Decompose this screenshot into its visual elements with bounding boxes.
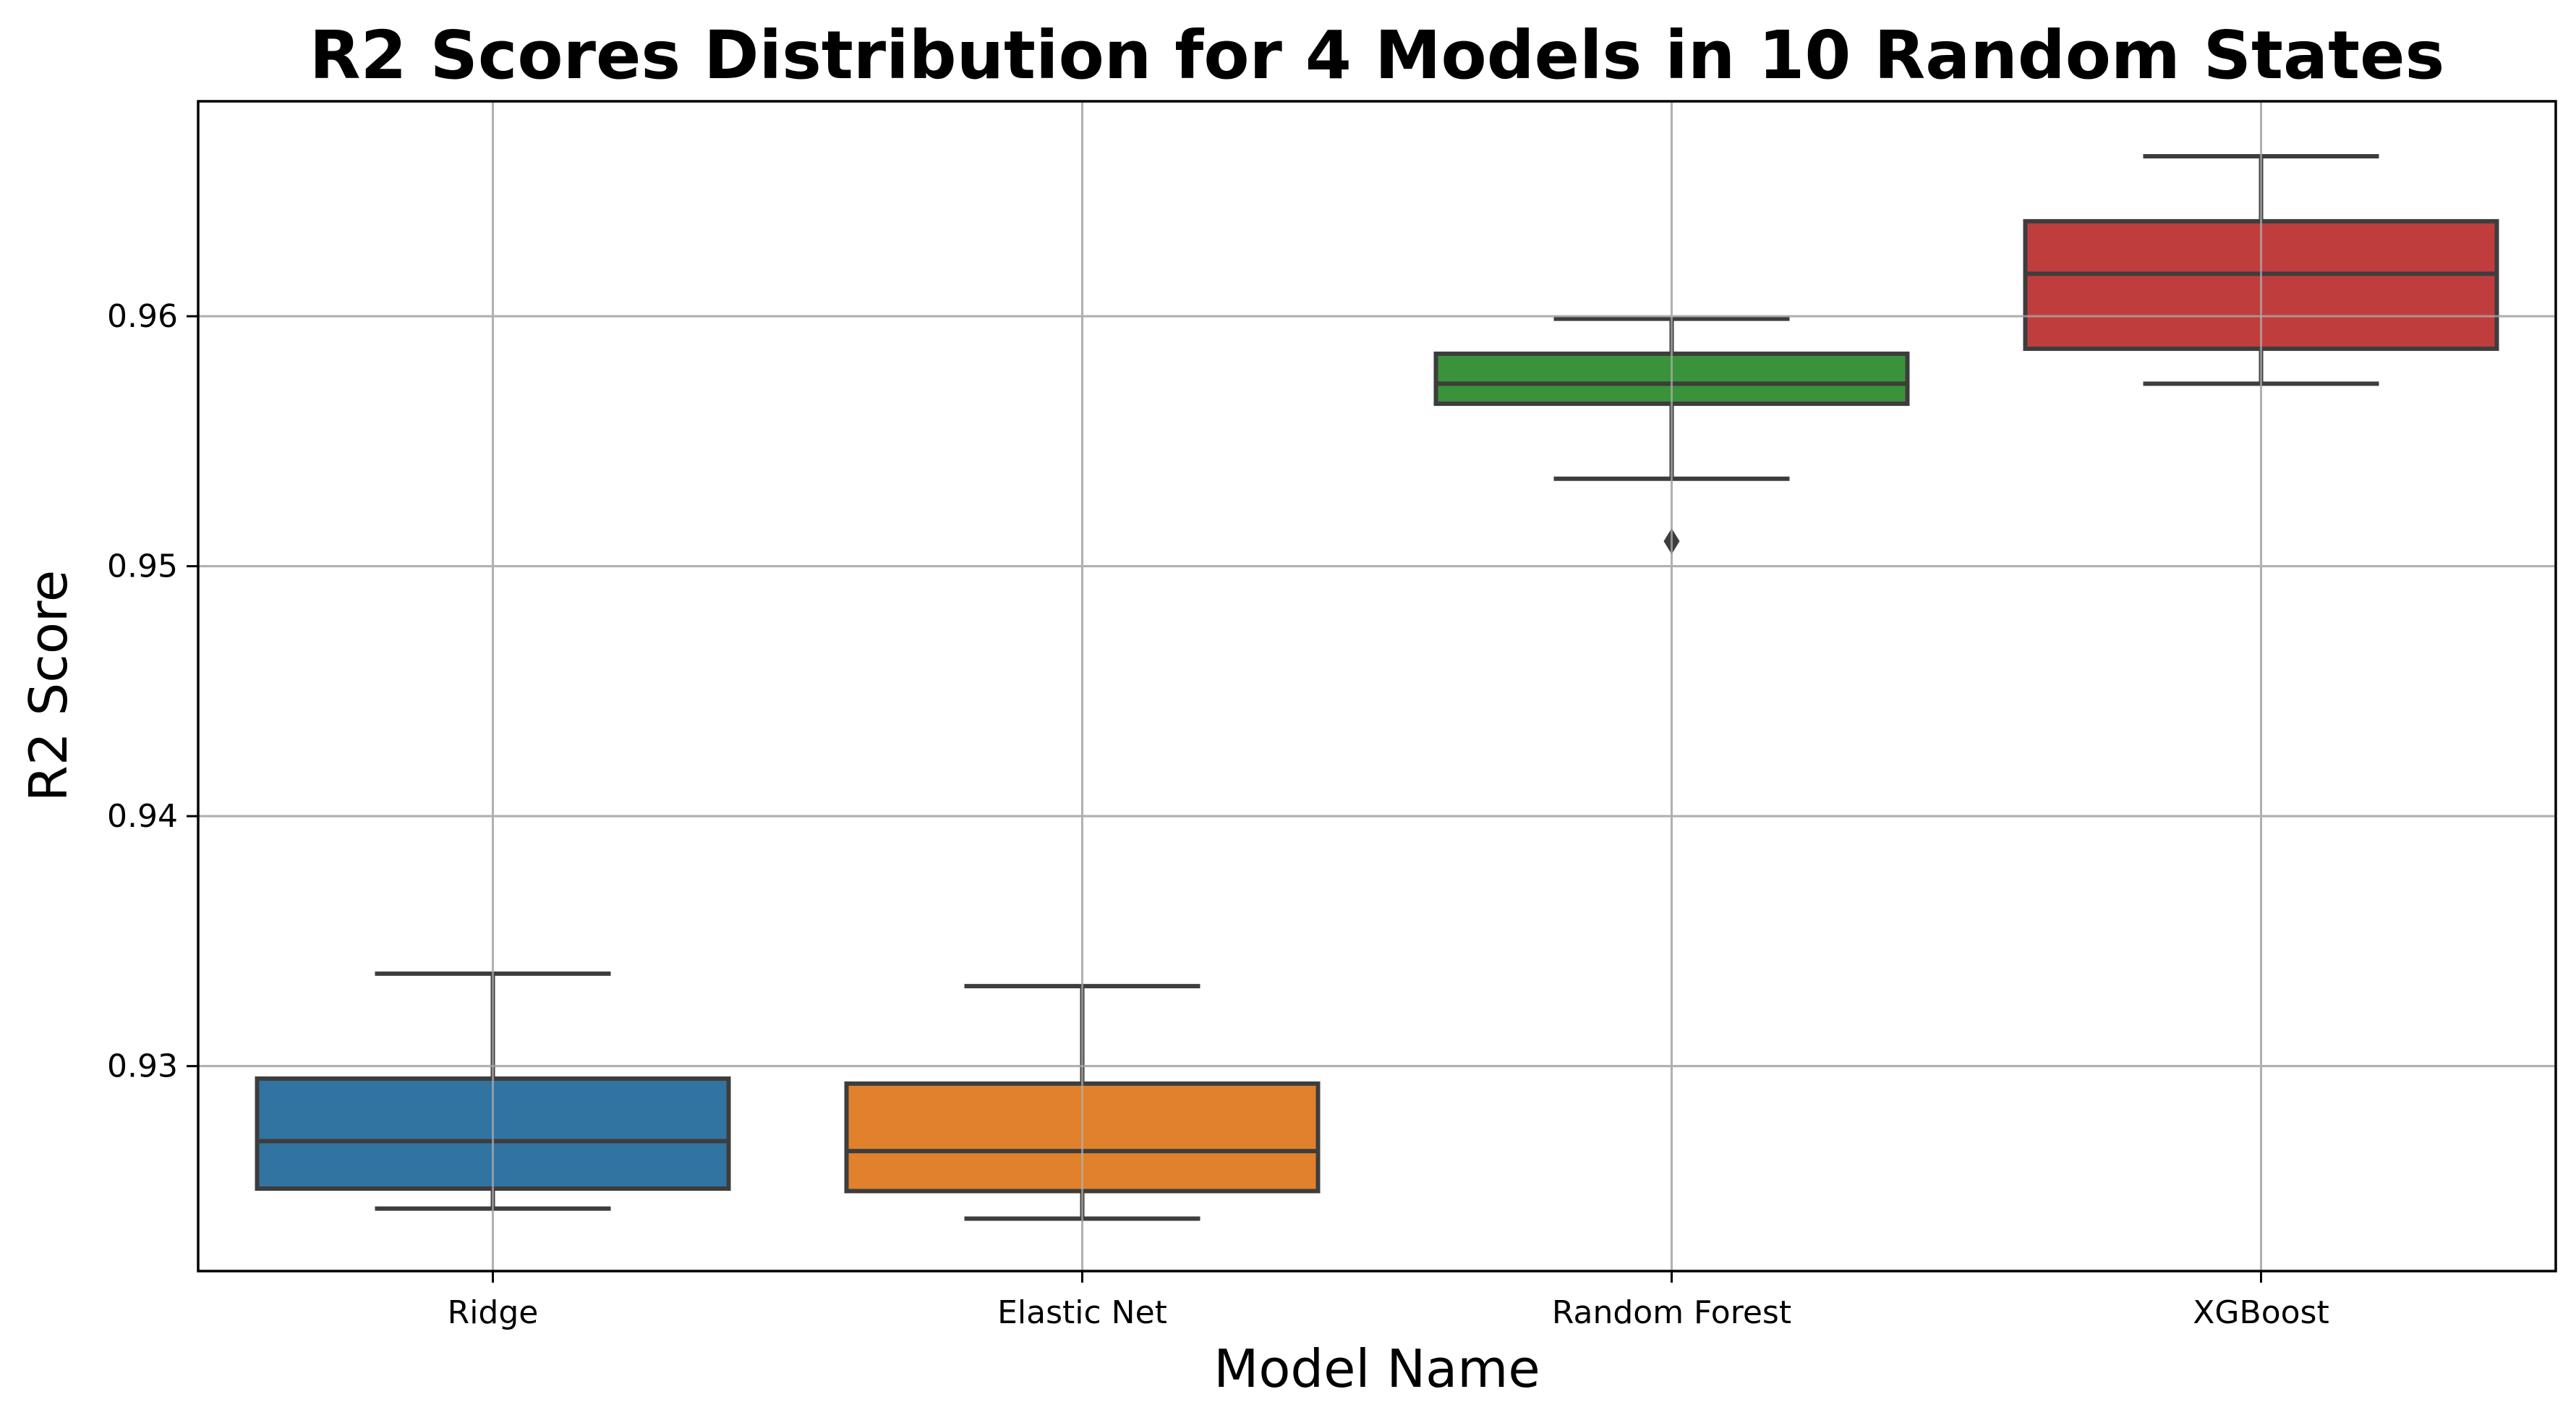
y-tick-label: 0.96	[107, 298, 178, 335]
chart-title: R2 Scores Distribution for 4 Models in 1…	[310, 17, 2445, 94]
y-axis-label: R2 Score	[18, 570, 79, 802]
tick-layer: 0.93 0.94 0.95 0.96 Ridge Elastic Net Random F…	[107, 298, 2329, 1331]
y-tick-label: 0.93	[107, 1048, 178, 1085]
x-tick-label: Random Forest	[1552, 1294, 1791, 1331]
y-tick-label: 0.95	[107, 548, 178, 585]
x-tick-label: Ridge	[448, 1294, 539, 1331]
box-layer	[198, 101, 2556, 1271]
plot-frame	[197, 100, 2557, 1273]
x-tick-label: Elastic Net	[997, 1294, 1167, 1331]
y-tick-label: 0.94	[107, 798, 178, 835]
x-axis-label: Model Name	[1214, 1338, 1540, 1399]
x-tick-label: XGBoost	[2193, 1294, 2329, 1331]
